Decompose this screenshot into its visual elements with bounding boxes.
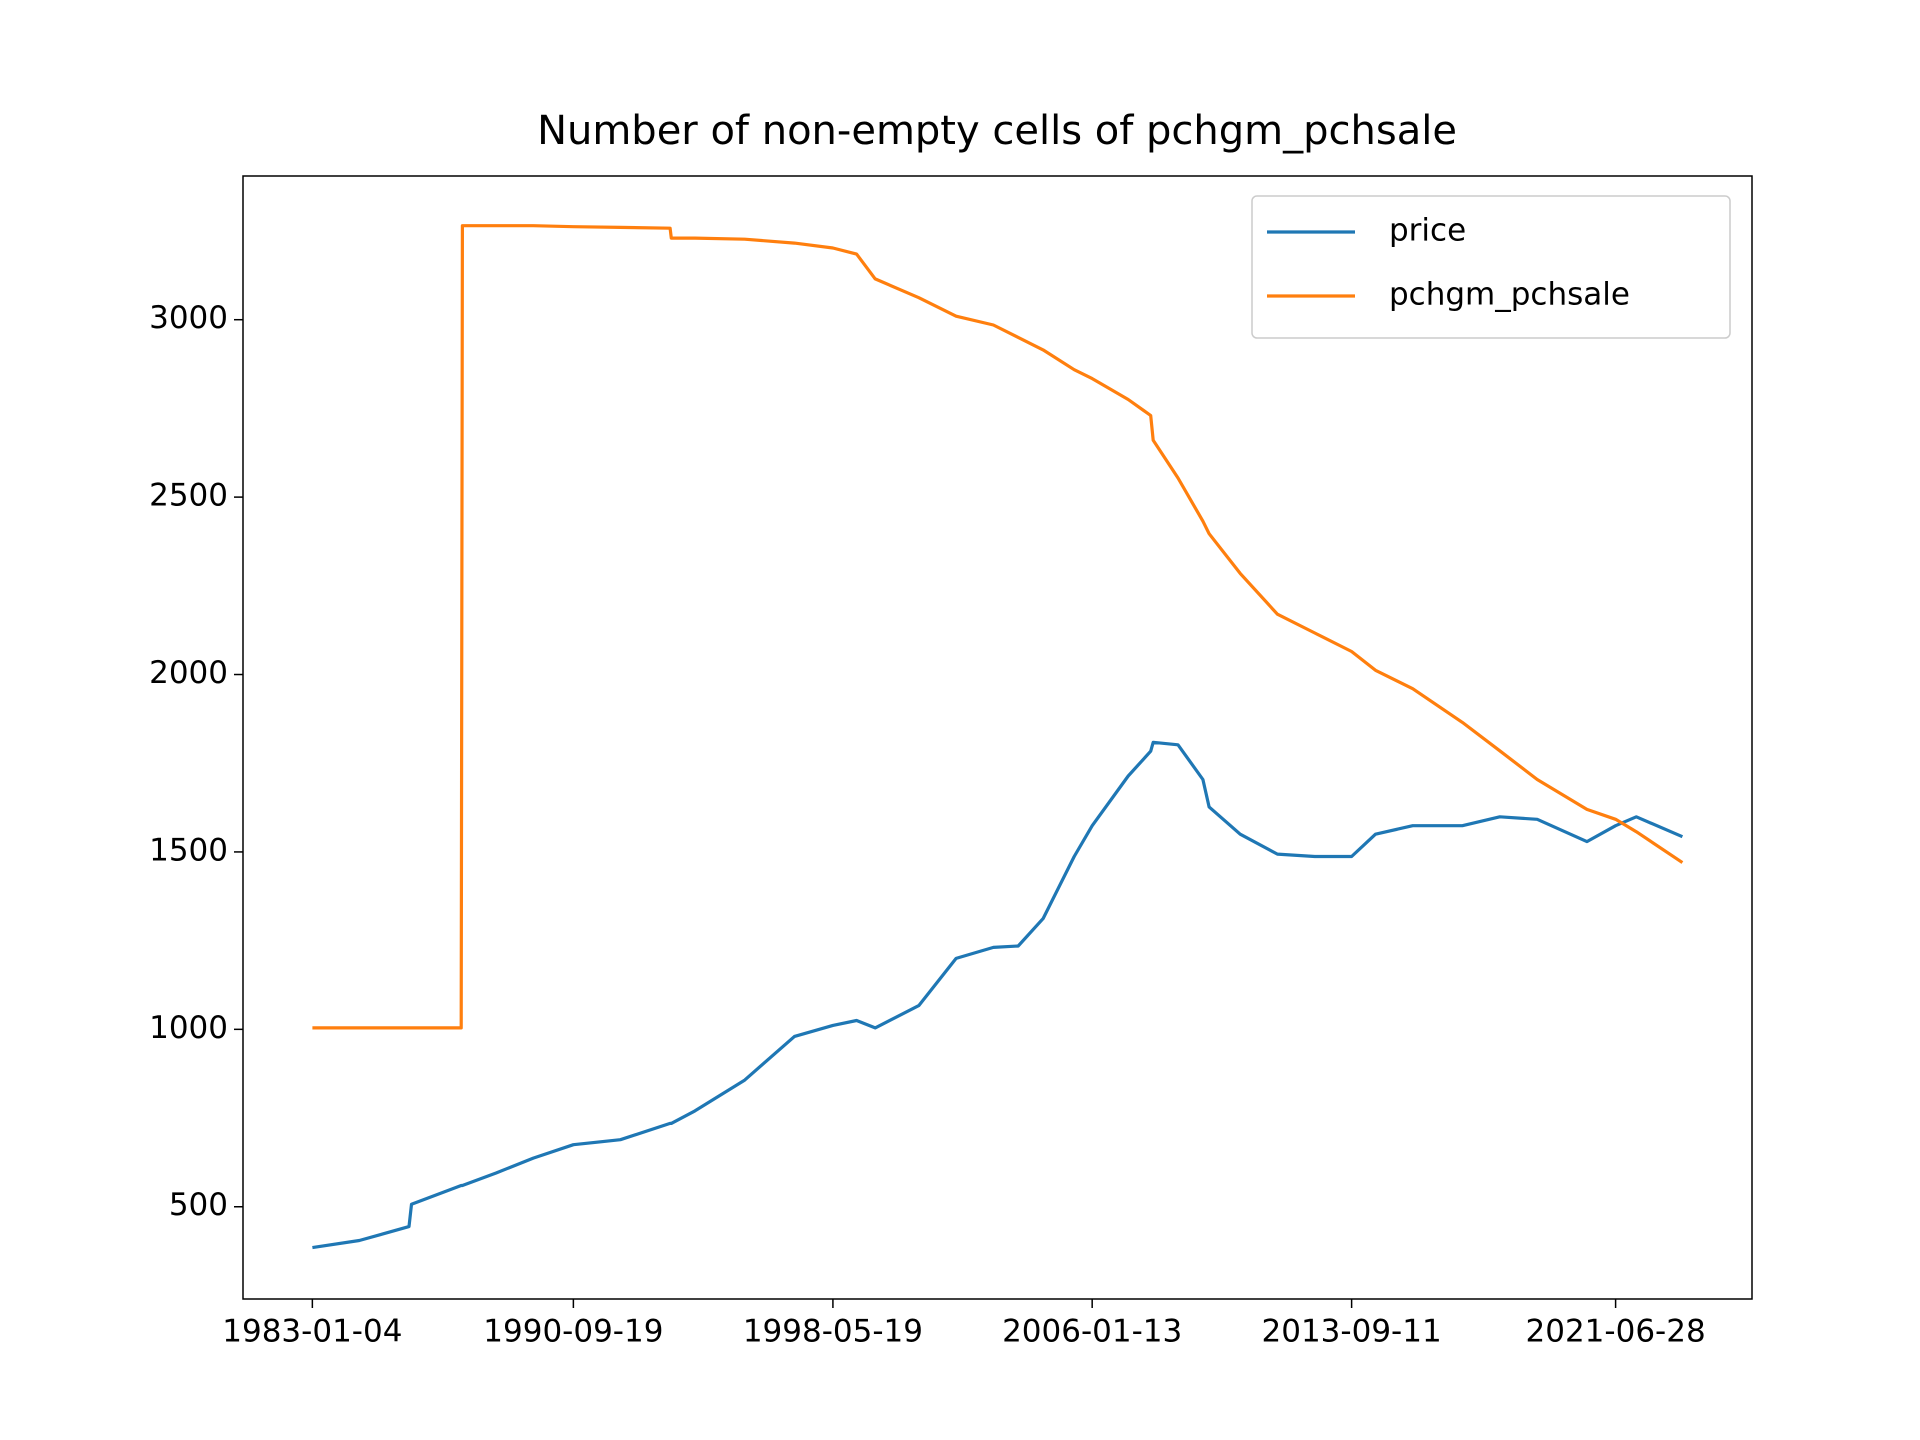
x-tick-label: 1990-09-19 xyxy=(483,1314,663,1350)
legend: price pchgm_pchsale xyxy=(1251,195,1731,339)
legend-label: pchgm_pchsale xyxy=(1389,277,1630,313)
chart-title: Number of non-empty cells of pchgm_pchsa… xyxy=(537,108,1457,154)
y-tick-label: 500 xyxy=(169,1187,228,1223)
y-tick-label: 1000 xyxy=(149,1010,228,1046)
line-series xyxy=(312,224,1684,1030)
y-tick-label: 1500 xyxy=(149,832,228,868)
y-tick-label: 2500 xyxy=(149,478,228,514)
plot-frame xyxy=(242,175,1753,1300)
legend-box xyxy=(1251,195,1731,339)
y-tick-label: 3000 xyxy=(149,300,228,336)
x-tick-label: 1998-05-19 xyxy=(743,1314,923,1350)
legend-label: price xyxy=(1389,213,1466,249)
x-tick-label: 2006-01-13 xyxy=(1002,1314,1182,1350)
x-tick-label: 1983-01-04 xyxy=(222,1314,402,1350)
x-tick-label: 2021-06-28 xyxy=(1526,1314,1706,1350)
x-tick-label: 2013-09-11 xyxy=(1262,1314,1442,1350)
line-series xyxy=(312,740,1684,1250)
y-tick-label: 2000 xyxy=(149,655,228,691)
